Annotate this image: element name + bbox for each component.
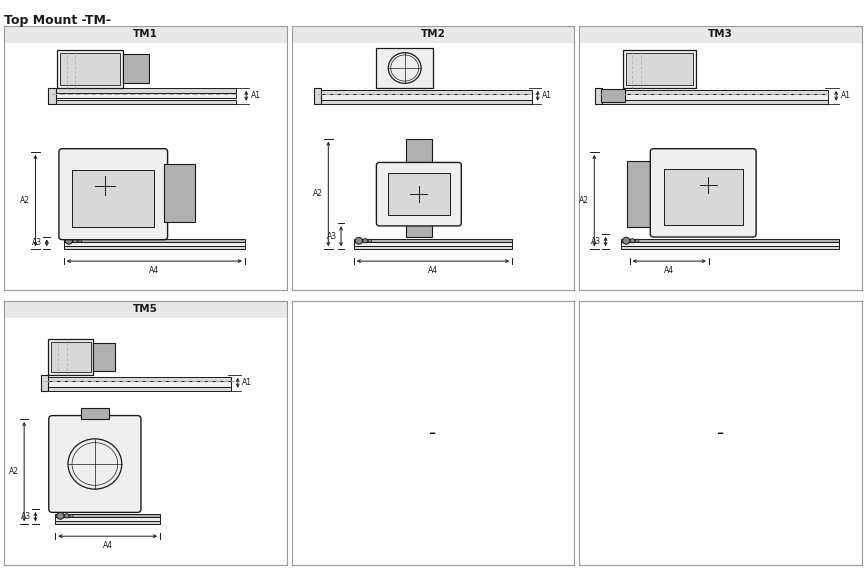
Circle shape: [68, 439, 122, 489]
Bar: [320, 94, 532, 100]
Bar: [47, 381, 230, 387]
Text: A1: A1: [840, 91, 850, 100]
Text: A2: A2: [9, 467, 19, 476]
Circle shape: [363, 239, 367, 243]
Bar: [48, 88, 56, 104]
Bar: [320, 90, 532, 94]
Text: A4: A4: [428, 266, 438, 275]
Text: A4: A4: [664, 266, 675, 275]
Bar: [47, 377, 230, 381]
Bar: [354, 242, 512, 246]
Bar: [601, 94, 828, 100]
FancyBboxPatch shape: [59, 148, 168, 240]
Bar: [72, 170, 154, 227]
Bar: [601, 90, 828, 94]
Text: A2: A2: [313, 190, 323, 198]
Circle shape: [69, 514, 73, 517]
Circle shape: [636, 239, 639, 242]
Circle shape: [73, 239, 77, 243]
Text: A3: A3: [326, 232, 337, 241]
Text: A4: A4: [102, 541, 113, 550]
Bar: [354, 246, 512, 249]
Bar: [64, 242, 245, 246]
Bar: [55, 93, 236, 98]
Circle shape: [78, 239, 81, 242]
Circle shape: [623, 238, 630, 244]
Text: A3: A3: [32, 238, 42, 247]
Bar: [55, 521, 160, 524]
Bar: [320, 100, 532, 104]
Text: -: -: [430, 424, 436, 443]
Bar: [621, 242, 839, 246]
Bar: [55, 514, 160, 517]
Text: TM3: TM3: [708, 29, 733, 39]
Circle shape: [65, 238, 73, 244]
Bar: [626, 53, 693, 85]
Text: TM5: TM5: [133, 304, 158, 314]
Text: A4: A4: [149, 266, 159, 275]
Bar: [406, 139, 431, 236]
Bar: [601, 89, 625, 102]
Text: A1: A1: [242, 378, 252, 387]
Bar: [41, 375, 48, 391]
Bar: [388, 173, 450, 215]
Bar: [64, 239, 245, 242]
FancyBboxPatch shape: [48, 416, 141, 512]
Bar: [292, 26, 574, 43]
Circle shape: [368, 239, 372, 242]
Text: TM2: TM2: [421, 29, 445, 39]
Bar: [621, 239, 839, 242]
FancyBboxPatch shape: [650, 148, 756, 237]
Bar: [55, 517, 160, 521]
FancyBboxPatch shape: [377, 162, 462, 226]
Text: Top Mount -TM-: Top Mount -TM-: [4, 14, 112, 27]
Circle shape: [630, 239, 635, 243]
Text: A3: A3: [21, 512, 31, 521]
Bar: [47, 387, 230, 391]
Text: A3: A3: [591, 237, 601, 246]
Bar: [55, 100, 236, 104]
Bar: [123, 54, 149, 83]
Bar: [51, 342, 91, 372]
Bar: [81, 408, 109, 419]
Bar: [60, 53, 120, 85]
Bar: [4, 301, 288, 318]
Text: TM1: TM1: [133, 29, 158, 39]
Text: A2: A2: [21, 196, 30, 205]
Bar: [313, 88, 320, 104]
Bar: [55, 89, 236, 93]
Text: A2: A2: [579, 196, 589, 205]
Bar: [578, 26, 862, 43]
Bar: [663, 169, 743, 224]
Bar: [627, 161, 658, 227]
Bar: [354, 239, 512, 242]
Text: A1: A1: [250, 91, 261, 100]
Text: -: -: [717, 424, 724, 443]
Text: A1: A1: [542, 91, 552, 100]
Circle shape: [355, 238, 363, 244]
Bar: [48, 339, 94, 375]
Circle shape: [56, 512, 64, 519]
Circle shape: [388, 53, 421, 83]
Bar: [621, 246, 839, 249]
Bar: [595, 88, 602, 104]
Bar: [623, 50, 696, 88]
Bar: [94, 343, 114, 371]
Bar: [601, 100, 828, 104]
Bar: [377, 48, 433, 88]
Circle shape: [64, 514, 68, 518]
Bar: [64, 246, 245, 249]
Bar: [165, 164, 196, 222]
Bar: [4, 26, 288, 43]
Bar: [56, 50, 123, 88]
